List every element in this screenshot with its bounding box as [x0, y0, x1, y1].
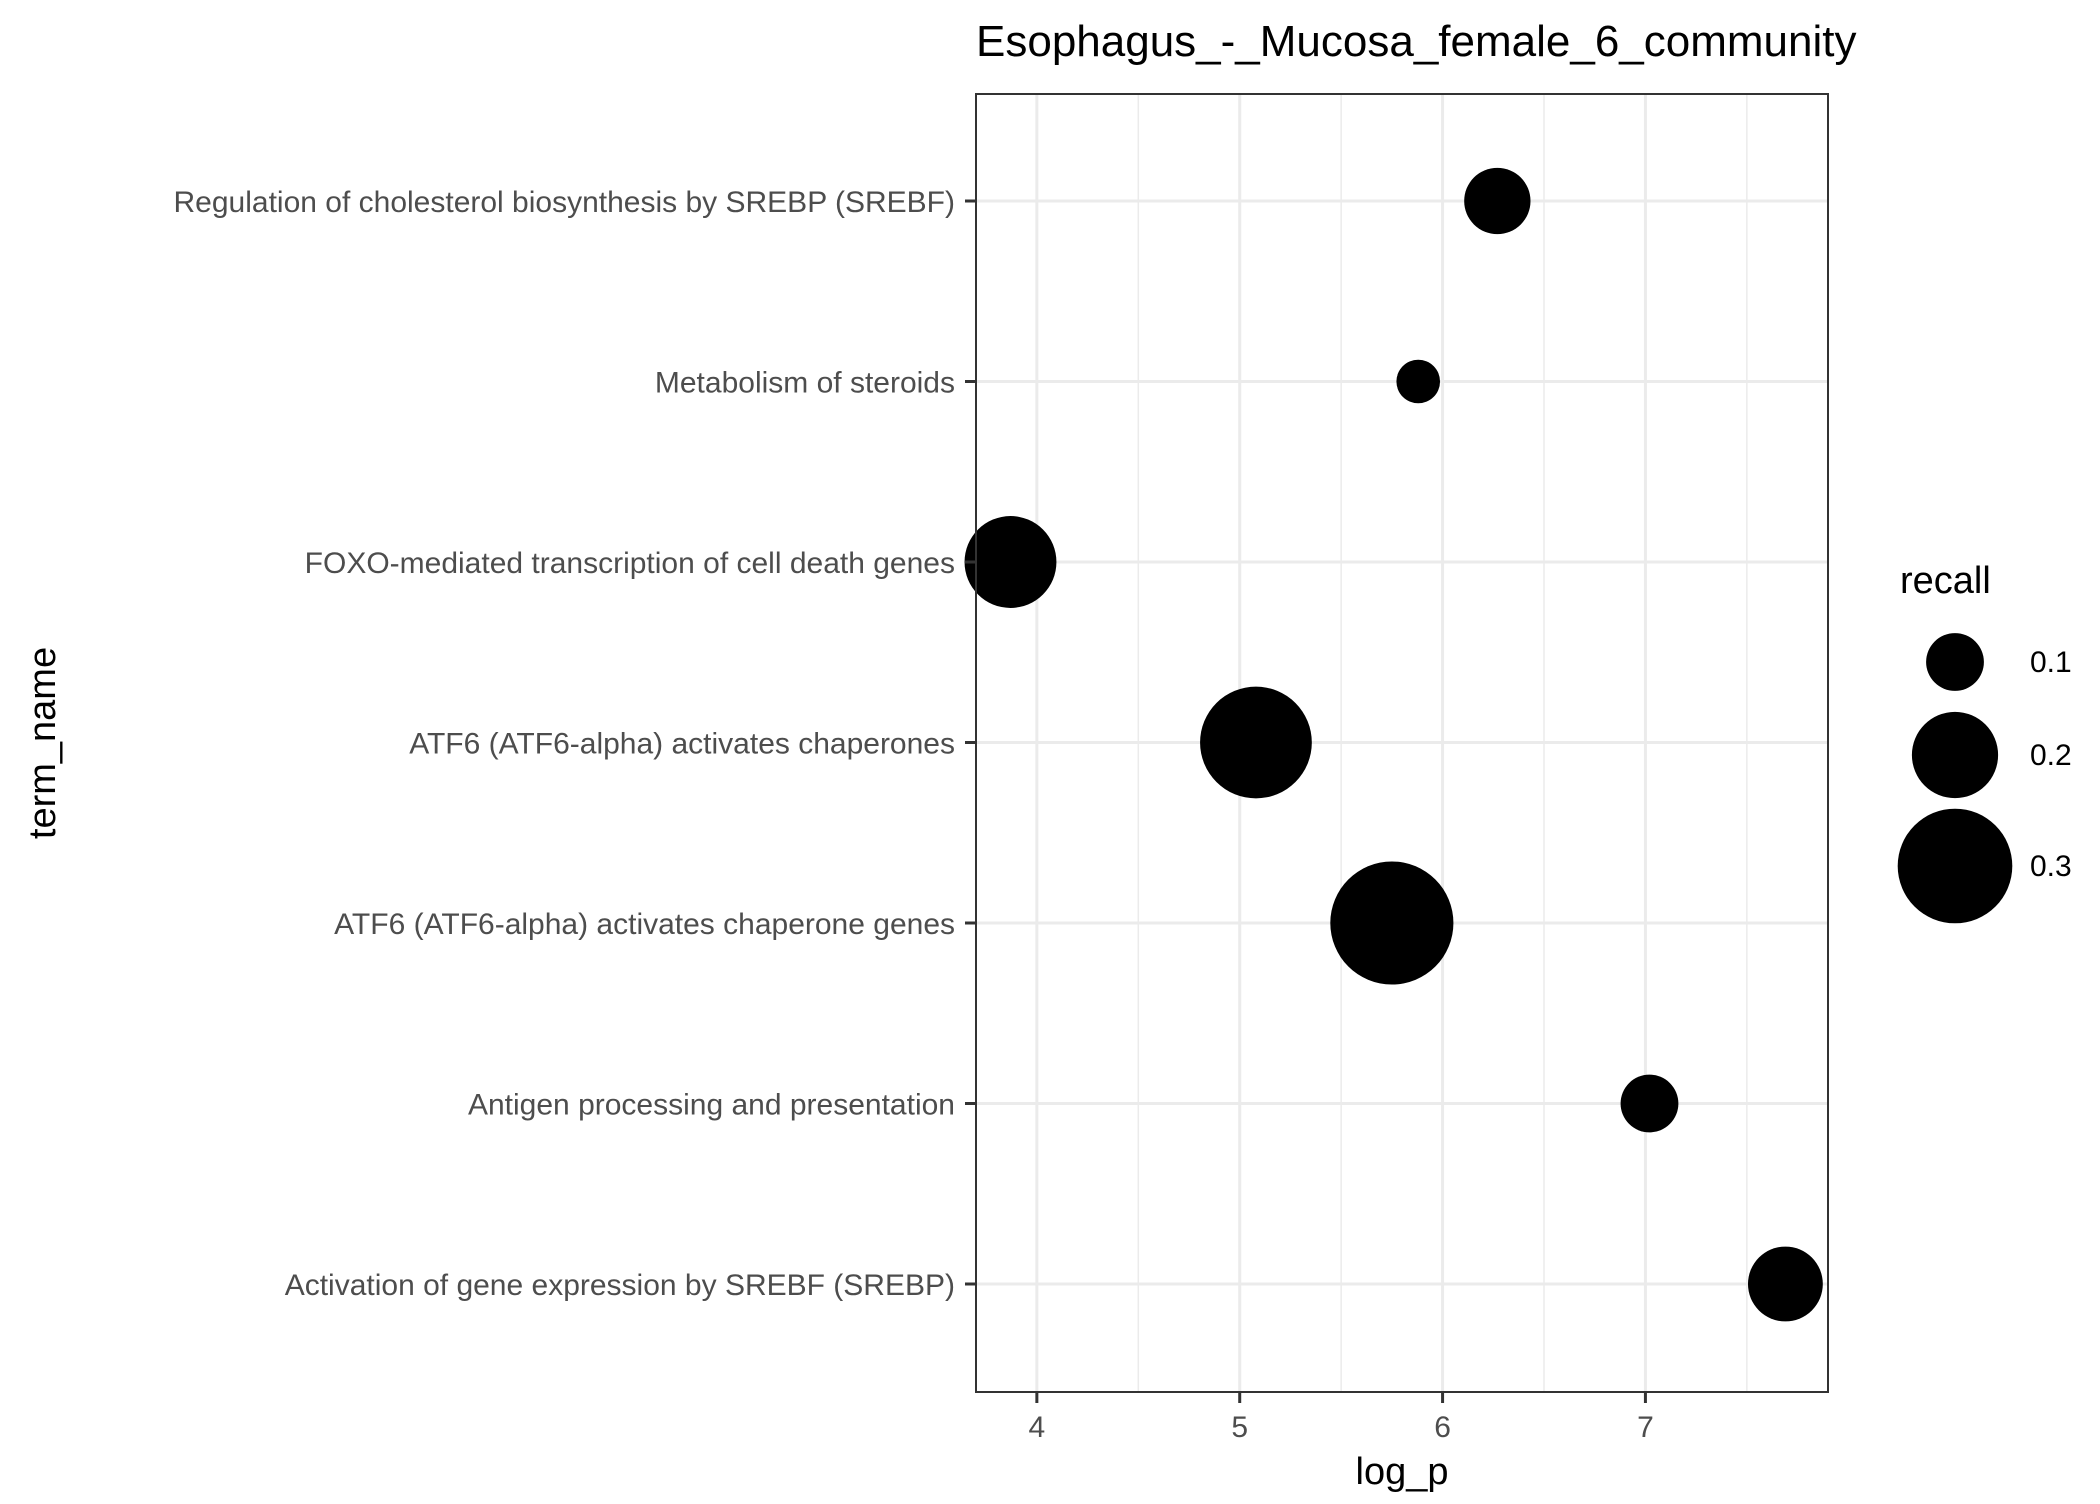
y-axis-title: term_name — [22, 647, 64, 839]
y-tick-label: FOXO-mediated transcription of cell deat… — [305, 547, 955, 580]
data-point — [1200, 686, 1312, 799]
data-point — [964, 516, 1057, 608]
data-point — [1620, 1074, 1679, 1133]
y-tick-label: ATF6 (ATF6-alpha) activates chaperone ge… — [334, 908, 955, 941]
y-tick-label: ATF6 (ATF6-alpha) activates chaperones — [409, 728, 955, 761]
y-tick-label: Antigen processing and presentation — [468, 1089, 955, 1122]
x-axis: 4 5 6 7 — [1029, 1392, 1654, 1444]
data-point — [1330, 861, 1454, 985]
x-tick-label: 5 — [1231, 1411, 1248, 1444]
legend-key — [1926, 633, 1984, 691]
points — [964, 167, 1823, 1322]
y-tick-label: Regulation of cholesterol biosynthesis b… — [174, 186, 955, 219]
data-point — [1747, 1246, 1823, 1322]
legend-key-label: 0.3 — [2030, 850, 2072, 883]
x-tick-label: 7 — [1637, 1411, 1654, 1444]
legend-key-label: 0.1 — [2030, 646, 2072, 679]
data-point — [1396, 359, 1441, 404]
x-tick-label: 4 — [1029, 1411, 1046, 1444]
x-axis-title: log_p — [1356, 1451, 1449, 1493]
x-tick-label: 6 — [1434, 1411, 1451, 1444]
legend: recall 0.1 0.2 0.3 — [1897, 560, 2072, 924]
legend-title: recall — [1900, 560, 1991, 602]
y-axis: Regulation of cholesterol biosynthesis b… — [174, 186, 976, 1302]
y-tick-label: Metabolism of steroids — [655, 367, 955, 400]
legend-key — [1897, 808, 2013, 924]
legend-key — [1911, 711, 1999, 799]
data-point — [1464, 167, 1531, 235]
legend-key-label: 0.2 — [2030, 739, 2072, 772]
legend-keys: 0.1 0.2 0.3 — [1897, 633, 2072, 924]
y-tick-label: Activation of gene expression by SREBF (… — [285, 1269, 955, 1302]
chart-title: Esophagus_-_Mucosa_female_6_community — [976, 17, 1857, 66]
